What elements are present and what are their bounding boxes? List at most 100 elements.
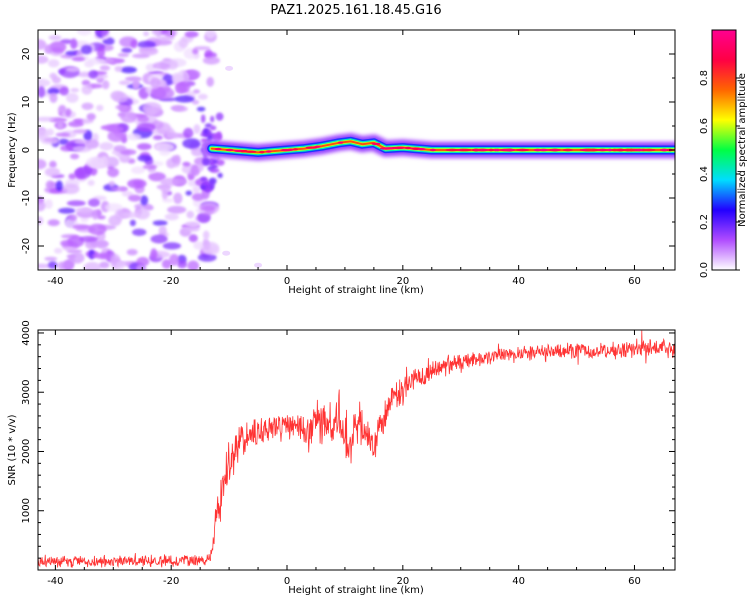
spectrogram-noise-blob <box>55 180 63 191</box>
spectrogram-noise-blob <box>102 37 115 46</box>
spectrogram-noise-blob <box>132 228 147 236</box>
spectrogram-noise-blob <box>58 207 76 214</box>
snr-panel: -40 -20 0 20 40 60 1000 2000 3000 4000 Height of… <box>7 320 676 596</box>
colorbar-ticks: 0.0 0.2 0.4 0.6 0.8 <box>699 70 740 278</box>
spectrogram-noise-blob <box>177 260 188 269</box>
spectrogram-ridge-peak <box>292 148 298 151</box>
spectrogram-onset-blob <box>210 115 215 123</box>
spectrogram-noise-blob <box>52 76 61 84</box>
spectrogram-ridge-peak <box>636 148 643 152</box>
spectrogram-noise-blob <box>174 154 181 165</box>
spectrogram-noise-blob <box>102 80 110 90</box>
spectrogram-noise-blob <box>70 252 85 264</box>
spectrogram-ridge-peak <box>659 148 668 152</box>
spectrogram-noise-blob <box>68 121 84 128</box>
spectrogram-noise-blob <box>203 241 211 251</box>
spectrogram-noise-blob <box>75 207 93 213</box>
spectrogram-noise-blob <box>79 235 99 243</box>
spectrogram-onset-blob <box>215 159 225 166</box>
colorbar-tick-label: 0.6 <box>699 118 710 134</box>
spectrogram-noise-blob <box>120 66 137 74</box>
spectrogram-noise-blob <box>62 183 80 195</box>
spectrogram-noise-blob <box>182 138 201 149</box>
spectrogram-noise-blob <box>120 111 137 123</box>
spectrogram-onset-blob <box>210 168 220 174</box>
spectrogram-noise-blob <box>167 205 187 214</box>
spectrogram-noise-blob <box>72 129 88 134</box>
figure-title: PAZ1.2025.161.18.45.G16 <box>270 3 441 18</box>
spectrogram-noise-blob <box>107 126 124 133</box>
spectrogram-noise-blob <box>196 106 206 112</box>
spectrogram-ridge-peak <box>404 146 412 150</box>
spectrogram-noise-blob <box>176 81 191 92</box>
spectrogram-noise-blob <box>68 173 77 180</box>
spectrogram-noise-blob <box>162 242 182 250</box>
spectrogram-noise-blob <box>88 70 98 79</box>
spectrogram-onset-blob <box>203 128 209 135</box>
spectrogram-noise-blob <box>171 73 185 84</box>
spectrogram-ridge-layer <box>202 132 675 162</box>
spectrogram-noise-blob <box>152 61 170 70</box>
spectrogram-noise-blob <box>60 239 74 247</box>
spectrogram-noise-blob <box>187 260 200 270</box>
spectrogram-noise-blob <box>49 92 58 103</box>
colorbar-tick-label: 0.2 <box>699 214 710 230</box>
spectrogram-ridge-peak <box>429 148 436 152</box>
spectrogram-noise-blob <box>113 92 129 103</box>
spectrogram-noise-blob <box>192 48 199 55</box>
spectrogram-ridge-peak <box>391 146 405 150</box>
snr-y-tick-label: 4000 <box>21 320 32 345</box>
spectrogram-noise-blob <box>148 172 166 182</box>
spectrogram-ridge-peak <box>478 148 489 152</box>
spectrogram-y-tick-label: -10 <box>21 190 32 206</box>
spectrogram-ridge-peak <box>280 148 292 152</box>
spectrogram-noise-blob <box>131 166 145 174</box>
spectrogram-noise-blob <box>48 35 62 41</box>
colorbar-tick-label: 0.8 <box>699 70 710 86</box>
spectrogram-onset-blob <box>200 185 206 190</box>
spectrogram-noise-blob <box>47 219 60 227</box>
spectrogram-noise-blob <box>88 223 107 235</box>
spectrogram-onset-blob <box>212 158 218 164</box>
spectrogram-noise-blob <box>121 47 133 54</box>
spectrogram-ridge-peak <box>473 148 480 152</box>
spectrogram-noise-blob <box>95 30 109 37</box>
snr-x-tick-label: 20 <box>396 576 409 587</box>
spectrogram-noise-blob <box>137 143 152 151</box>
spectrogram-ridge-peak <box>562 148 573 152</box>
spectrogram-x-tick-label: 0 <box>284 276 290 287</box>
spectrogram-noise-blob <box>107 167 119 178</box>
spectrogram-noise-blob <box>158 225 167 237</box>
snr-y-tick-label: 1000 <box>21 498 32 523</box>
spectrogram-ridge-peak <box>493 148 498 152</box>
spectrogram-onset-blob <box>208 180 215 190</box>
spectrogram-noise-blob <box>38 159 47 170</box>
spectrogram-noise-blob <box>118 80 131 86</box>
snr-frame <box>37 329 676 571</box>
spectrogram-x-tick-label: -20 <box>163 276 179 287</box>
spectrogram-noise-blob <box>137 40 156 49</box>
spectrogram-noise-blob <box>140 195 149 206</box>
colorbar-gradient <box>712 30 736 270</box>
spectrogram-noise-blob <box>38 55 49 64</box>
spectrogram-noise-blob <box>86 156 105 169</box>
spectrogram-noise-blob <box>150 77 161 89</box>
spectrogram-noise-blob <box>99 261 110 269</box>
spectrogram-noise-blob <box>116 261 126 266</box>
spectrogram-noise-blob <box>84 139 100 149</box>
spectrogram-noise-blob <box>81 84 93 95</box>
spectrogram-noise-blob <box>57 261 66 270</box>
spectrogram-noise-blob <box>70 153 80 160</box>
spectrogram-ridge-peak <box>417 148 426 151</box>
spectrogram-noise-blob <box>193 241 206 250</box>
spectrogram-ridge-peak <box>445 148 459 152</box>
spectrogram-onset-blob <box>209 125 217 131</box>
spectrogram-ridge-peak <box>550 148 561 152</box>
spectrogram-noise-blob <box>113 145 127 152</box>
spectrogram-noise-blob <box>38 39 47 50</box>
spectrogram-noise-blob <box>80 44 92 55</box>
spectrogram-noise-blob <box>192 89 201 94</box>
spectrogram-noise-blob <box>87 57 106 65</box>
spectrogram-x-tick-label: -40 <box>47 276 63 287</box>
spectrogram-ridge-peak <box>488 148 494 152</box>
